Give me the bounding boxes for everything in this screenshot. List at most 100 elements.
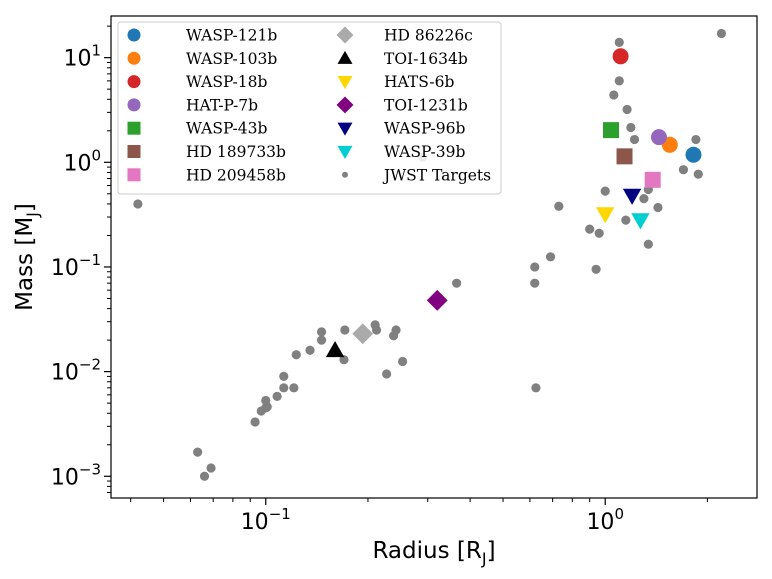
jwst-target-point xyxy=(371,325,382,335)
legend: WASP-121b WASP-103b WASP-18b HAT-P-7b WASP-4… xyxy=(117,21,502,195)
jwst-target-point xyxy=(585,224,595,234)
x-axis-label: Radius [RJ] xyxy=(372,538,495,568)
planet-point-hd-209458b xyxy=(644,171,661,188)
y-tick-label: 10−3 xyxy=(51,460,101,490)
jwst-target-point xyxy=(340,325,350,335)
legend-label-hat-p-7b: HAT-P-7b xyxy=(186,96,258,114)
x-tick-label: 100 xyxy=(586,505,624,535)
jwst-targets-series xyxy=(133,28,727,481)
major-ticks: 10−1 100 10−3 10−2 10−1 100 101 xyxy=(51,42,624,535)
legend-marker-wasp-103b xyxy=(127,51,141,65)
jwst-target-point xyxy=(716,28,727,39)
jwst-target-point xyxy=(133,199,143,209)
jwst-target-point xyxy=(614,76,624,86)
planet-point-toi-1634b xyxy=(325,341,345,358)
legend-label-toi-1231b: TOI-1231b xyxy=(384,96,468,114)
legend-marker-wasp-121b xyxy=(127,28,141,42)
legend-label-wasp-121b: WASP-121b xyxy=(186,27,277,45)
y-tick-label: 100 xyxy=(63,146,101,176)
jwst-target-point xyxy=(643,239,653,249)
y-tick-label: 10−1 xyxy=(51,251,101,281)
planet-point-wasp-121b xyxy=(685,146,702,163)
highlighted-planets-series xyxy=(325,48,702,358)
legend-label-wasp-39b: WASP-39b xyxy=(384,143,466,161)
legend-marker-toi-1634b xyxy=(337,50,353,64)
planet-point-wasp-43b xyxy=(602,122,619,139)
planet-point-hd-86226c xyxy=(352,323,374,345)
jwst-target-point xyxy=(678,165,689,175)
jwst-target-point xyxy=(614,37,624,47)
legend-label-hd-189733b: HD 189733b xyxy=(186,143,286,161)
jwst-target-point xyxy=(591,264,601,274)
legend-marker-toi-1231b xyxy=(336,96,354,114)
jwst-target-point xyxy=(621,215,631,225)
jwst-target-point xyxy=(289,383,299,393)
jwst-target-point xyxy=(291,350,301,360)
planet-point-hats-6b xyxy=(596,207,615,224)
jwst-target-point xyxy=(199,471,210,481)
legend-label-wasp-96b: WASP-96b xyxy=(384,120,466,138)
jwst-target-point xyxy=(206,463,216,473)
planet-point-hat-p-7b xyxy=(650,129,667,146)
jwst-target-point xyxy=(531,383,541,393)
jwst-target-point xyxy=(339,355,349,365)
jwst-target-point xyxy=(653,202,663,213)
legend-label-jwst-targets: JWST Targets xyxy=(382,166,491,184)
legend-frame xyxy=(117,21,502,195)
jwst-target-point xyxy=(626,122,636,133)
legend-marker-jwst-targets xyxy=(342,171,348,178)
jwst-target-point xyxy=(691,134,701,145)
y-tick-label: 10−2 xyxy=(51,356,101,386)
legend-label-hd-209458b: HD 209458b xyxy=(186,166,286,184)
legend-marker-wasp-39b xyxy=(337,145,353,159)
jwst-target-point xyxy=(279,383,289,393)
legend-marker-wasp-43b xyxy=(127,121,141,135)
jwst-target-point xyxy=(398,356,408,367)
jwst-target-point xyxy=(545,252,556,262)
jwst-target-point xyxy=(629,134,640,145)
minor-ticks xyxy=(107,25,708,502)
jwst-target-point xyxy=(600,186,610,196)
planet-point-wasp-39b xyxy=(631,213,650,230)
jwst-target-point xyxy=(622,104,632,115)
legend-marker-hats-6b xyxy=(337,75,353,90)
legend-label-wasp-43b: WASP-43b xyxy=(186,120,268,138)
legend-marker-hd-86226c xyxy=(336,26,354,44)
legend-marker-hd-209458b xyxy=(127,168,141,182)
jwst-target-point xyxy=(316,335,327,345)
jwst-target-point xyxy=(639,193,649,204)
legend-label-hats-6b: HATS-6b xyxy=(384,73,454,91)
jwst-target-point xyxy=(305,345,315,355)
planet-point-toi-1231b xyxy=(426,289,448,311)
legend-marker-wasp-96b xyxy=(337,122,353,136)
jwst-target-point xyxy=(594,228,604,238)
jwst-target-point xyxy=(382,369,392,379)
jwst-target-point xyxy=(554,201,564,211)
jwst-target-point xyxy=(250,417,260,427)
legend-marker-hd-189733b xyxy=(127,145,141,158)
jwst-target-point xyxy=(193,447,203,457)
jwst-target-point xyxy=(272,391,282,401)
legend-label-wasp-18b: WASP-18b xyxy=(186,73,268,91)
legend-marker-hat-p-7b xyxy=(127,98,141,112)
planet-point-hd-189733b xyxy=(616,148,633,165)
y-axis-label: Mass [MJ] xyxy=(12,203,42,311)
y-tick-label: 101 xyxy=(63,42,101,72)
planet-point-wasp-18b xyxy=(612,48,629,65)
legend-label-wasp-103b: WASP-103b xyxy=(186,50,277,68)
jwst-target-point xyxy=(530,278,540,288)
legend-marker-wasp-18b xyxy=(127,75,141,89)
jwst-target-point xyxy=(279,371,289,382)
plot-area xyxy=(110,15,758,499)
jwst-target-point xyxy=(316,327,327,337)
legend-label-hd-86226c: HD 86226c xyxy=(384,27,473,45)
jwst-target-point xyxy=(530,262,540,272)
jwst-target-point xyxy=(609,90,619,100)
jwst-target-point xyxy=(452,278,462,288)
jwst-target-point xyxy=(388,331,399,341)
jwst-target-point xyxy=(262,402,272,412)
planet-point-wasp-96b xyxy=(622,188,642,205)
jwst-target-point xyxy=(693,169,703,179)
legend-label-toi-1634b: TOI-1634b xyxy=(384,50,468,68)
